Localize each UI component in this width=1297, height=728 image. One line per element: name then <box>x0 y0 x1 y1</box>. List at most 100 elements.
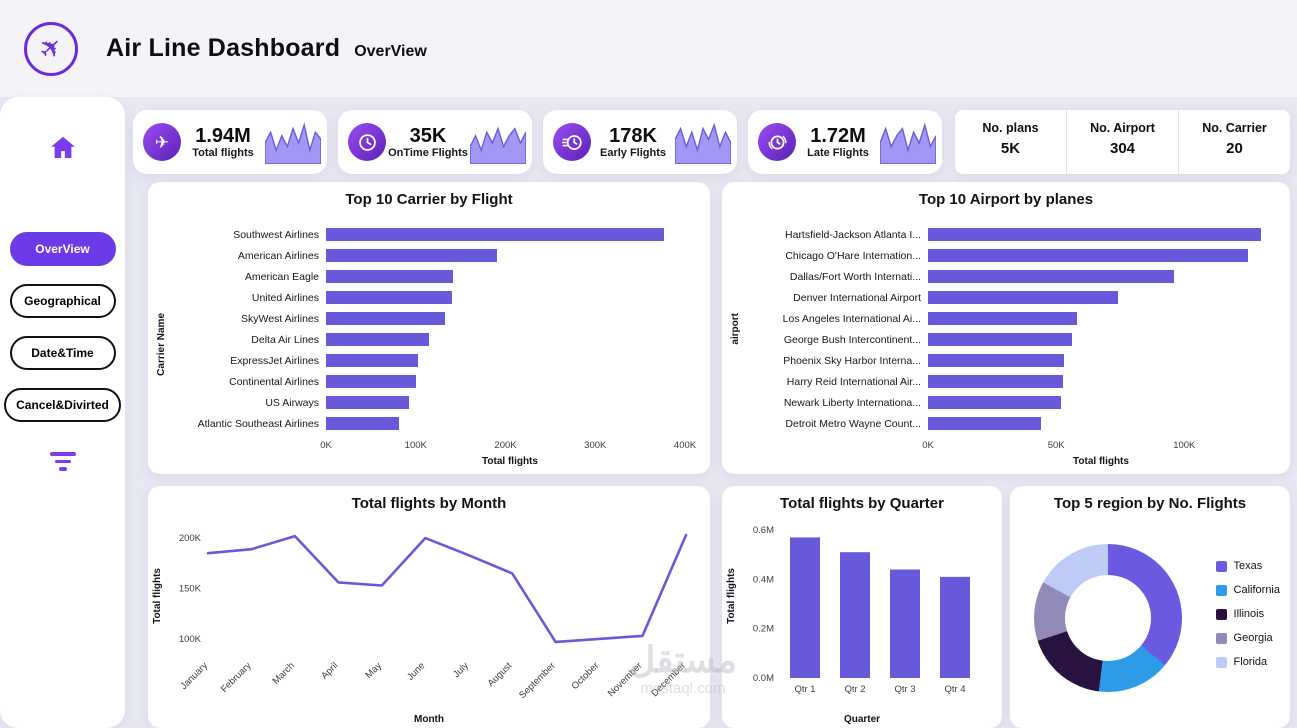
airplane-glyph: ✈ <box>32 29 70 67</box>
bar-row: Atlantic Southeast Airlines <box>178 413 694 434</box>
chart-carrier-by-flight: Top 10 Carrier by Flight Carrier Name So… <box>148 182 710 474</box>
bar[interactable] <box>928 291 1118 304</box>
x-axis: 0K 50K 100K <box>922 440 1274 454</box>
bar-qtr-1[interactable] <box>790 537 820 678</box>
legend-item-california[interactable]: California <box>1215 584 1280 596</box>
bar-row: Denver International Airport <box>752 287 1274 308</box>
chart-top5-region: Top 5 region by No. Flights Texas Califor… <box>1010 486 1290 728</box>
donut-chart[interactable] <box>1034 544 1182 692</box>
category-label: Newark Liberty Internationa... <box>783 396 921 409</box>
category-label: US Airways <box>265 396 319 409</box>
category-label: Atlantic Southeast Airlines <box>197 417 319 430</box>
bar[interactable] <box>326 249 497 262</box>
sparkline <box>470 126 526 164</box>
svg-text:May: May <box>363 660 384 681</box>
bar-qtr-3[interactable] <box>890 569 920 679</box>
sidebar-item-cancel-divirted[interactable]: Cancel&Divirted <box>4 388 121 422</box>
svg-text:December: December <box>649 660 688 699</box>
bar[interactable] <box>928 375 1063 388</box>
chart-airport-by-planes: Top 10 Airport by planes airport Hartsfi… <box>722 182 1290 474</box>
kpi-late-flights: 1.72M Late Flights <box>748 110 942 174</box>
svg-text:0.0M: 0.0M <box>753 673 774 684</box>
legend-swatch <box>1215 656 1227 668</box>
category-label: United Airlines <box>251 291 319 304</box>
bar[interactable] <box>928 249 1249 262</box>
kpi-label: Early Flights <box>599 147 667 159</box>
legend-swatch <box>1215 560 1227 572</box>
bar-track <box>326 392 694 413</box>
sidebar-item-geographical[interactable]: Geographical <box>9 284 116 318</box>
bar-row: Phoenix Sky Harbor Interna... <box>752 350 1274 371</box>
bar-track <box>326 329 694 350</box>
bar-row: SkyWest Airlines <box>178 308 694 329</box>
bar[interactable] <box>928 354 1064 367</box>
chart-title: Total flights by Month <box>351 495 507 512</box>
bar[interactable] <box>928 333 1072 346</box>
bar[interactable] <box>326 228 665 241</box>
x-axis-tick: 0K <box>922 440 934 451</box>
category-label: Los Angeles International Ai... <box>782 312 921 325</box>
legend-item-florida[interactable]: Florida <box>1215 656 1280 668</box>
x-axis: 0K 100K 200K 300K 400K <box>320 440 696 454</box>
kpi-value: 178K <box>609 125 657 147</box>
bar[interactable] <box>326 396 410 409</box>
svg-text:Qtr 1: Qtr 1 <box>794 684 815 695</box>
bar[interactable] <box>326 375 416 388</box>
legend-item-texas[interactable]: Texas <box>1215 560 1280 572</box>
sidebar-item-date-time[interactable]: Date&Time <box>9 336 116 370</box>
ontime-clock-icon <box>348 123 386 161</box>
bar[interactable] <box>928 270 1175 283</box>
legend-item-illinois[interactable]: Illinois <box>1215 608 1280 620</box>
sidebar-item-overview[interactable]: OverView <box>9 232 116 266</box>
bar[interactable] <box>326 354 419 367</box>
svg-text:0.2M: 0.2M <box>753 624 774 635</box>
bar-track <box>928 392 1274 413</box>
bar-track <box>928 329 1274 350</box>
bar-row: Continental Airlines <box>178 371 694 392</box>
x-axis-title: Month <box>414 714 444 725</box>
x-axis-tick: 200K <box>494 440 517 451</box>
svg-text:Qtr 2: Qtr 2 <box>844 684 865 695</box>
bar-row: ExpressJet Airlines <box>178 350 694 371</box>
bar-track <box>928 245 1274 266</box>
category-label: Denver International Airport <box>793 291 921 304</box>
line-chart[interactable]: 100K 150K 200K January February March April May… <box>156 516 702 716</box>
bar-track <box>326 371 694 392</box>
x-axis-title: Quarter <box>843 714 881 725</box>
bar[interactable] <box>326 333 430 346</box>
bar[interactable] <box>928 396 1062 409</box>
bar[interactable] <box>928 228 1262 241</box>
bar-row: George Bush Intercontinent... <box>752 329 1274 350</box>
bar-row: Delta Air Lines <box>178 329 694 350</box>
svg-text:October: October <box>570 660 602 692</box>
bar-qtr-4[interactable] <box>940 576 970 678</box>
legend-item-georgia[interactable]: Georgia <box>1215 632 1280 644</box>
bar-track <box>928 266 1274 287</box>
bar-row: Harry Reid International Air... <box>752 371 1274 392</box>
svg-text:April: April <box>319 660 340 681</box>
bar-qtr-2[interactable] <box>840 552 870 678</box>
svg-text:September: September <box>517 660 558 701</box>
bar[interactable] <box>928 417 1041 430</box>
bar-row: American Airlines <box>178 245 694 266</box>
home-icon[interactable] <box>47 133 79 168</box>
bar[interactable] <box>326 312 446 325</box>
category-label: Hartsfield-Jackson Atlanta I... <box>785 228 921 241</box>
legend-label: Georgia <box>1233 632 1273 644</box>
bar-track <box>928 287 1274 308</box>
bar[interactable] <box>928 312 1077 325</box>
svg-text:200K: 200K <box>179 533 202 544</box>
stat-value: 304 <box>1109 140 1136 157</box>
filter-icon[interactable] <box>49 452 76 471</box>
kpi-value: 35K <box>409 125 447 147</box>
category-label: Harry Reid International Air... <box>786 375 921 388</box>
bar-chart: 0.0M 0.2M 0.4M 0.6M Qtr 1 Qtr 2 Qtr 3 Qtr 4 <box>753 525 970 695</box>
bar[interactable] <box>326 417 399 430</box>
x-axis-tick: 300K <box>584 440 607 451</box>
svg-text:November: November <box>606 660 645 699</box>
bar[interactable] <box>326 270 454 283</box>
x-axis-title: Total flights <box>1073 456 1129 467</box>
category-label: Dallas/Fort Worth Internati... <box>789 270 921 283</box>
chart-title: Top 5 region by No. Flights <box>1053 495 1247 512</box>
bar[interactable] <box>326 291 452 304</box>
